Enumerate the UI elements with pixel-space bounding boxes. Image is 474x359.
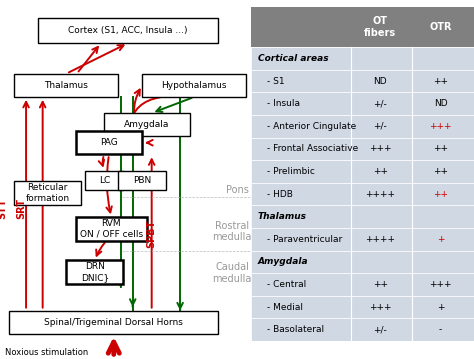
Text: +++: +++ [429, 280, 452, 289]
Text: PBN: PBN [133, 176, 151, 185]
Text: Thalamus: Thalamus [45, 81, 88, 90]
FancyBboxPatch shape [251, 7, 474, 47]
Text: +/-: +/- [374, 99, 387, 108]
FancyBboxPatch shape [142, 74, 246, 97]
Text: ND: ND [434, 99, 447, 108]
Text: - Basolateral: - Basolateral [267, 325, 324, 334]
Text: +/-: +/- [374, 122, 387, 131]
Text: Pons: Pons [226, 185, 248, 195]
FancyBboxPatch shape [14, 74, 118, 97]
Text: - Paraventricular: - Paraventricular [267, 235, 342, 244]
FancyBboxPatch shape [118, 171, 166, 190]
Text: - Anterior Cingulate: - Anterior Cingulate [267, 122, 356, 131]
Text: ++: ++ [433, 76, 448, 86]
Text: Hypothalamus: Hypothalamus [162, 81, 227, 90]
Text: +++: +++ [369, 303, 392, 312]
Text: - Insula: - Insula [267, 99, 300, 108]
Text: ++: ++ [433, 167, 448, 176]
Text: Cortex (S1, ACC, Insula ...): Cortex (S1, ACC, Insula ...) [68, 26, 188, 35]
Text: +: + [437, 303, 444, 312]
Text: SPBT: SPBT [146, 219, 157, 248]
Text: +: + [437, 235, 444, 244]
Text: - Central: - Central [267, 280, 306, 289]
FancyBboxPatch shape [76, 131, 142, 154]
FancyBboxPatch shape [251, 318, 474, 341]
Text: ++: ++ [373, 167, 388, 176]
Text: +++: +++ [429, 122, 452, 131]
FancyBboxPatch shape [251, 251, 474, 273]
FancyBboxPatch shape [251, 115, 474, 137]
Text: +/-: +/- [374, 325, 387, 334]
Text: ++: ++ [433, 144, 448, 153]
FancyBboxPatch shape [38, 18, 218, 43]
Text: LC: LC [99, 176, 110, 185]
Text: Reticular
formation: Reticular formation [25, 183, 70, 203]
Text: Amygdala: Amygdala [258, 257, 309, 266]
FancyBboxPatch shape [251, 137, 474, 160]
Text: ++: ++ [373, 280, 388, 289]
Text: OTR: OTR [429, 22, 452, 32]
Text: RVM
ON / OFF cells: RVM ON / OFF cells [80, 219, 143, 239]
FancyBboxPatch shape [85, 171, 123, 190]
Text: - S1: - S1 [267, 76, 284, 86]
FancyBboxPatch shape [251, 205, 474, 228]
Text: Amygdala: Amygdala [124, 120, 170, 129]
FancyBboxPatch shape [104, 113, 190, 136]
Text: Thalamus: Thalamus [258, 212, 307, 221]
Text: SRT: SRT [16, 198, 27, 219]
Text: Rostral
medulla: Rostral medulla [212, 221, 252, 242]
Text: ++++: ++++ [365, 190, 395, 199]
Text: ND: ND [374, 76, 387, 86]
Text: STT: STT [0, 198, 8, 219]
FancyBboxPatch shape [66, 260, 123, 284]
Text: +++: +++ [369, 144, 392, 153]
Text: ++: ++ [433, 190, 448, 199]
FancyBboxPatch shape [251, 93, 474, 115]
FancyBboxPatch shape [251, 273, 474, 296]
Text: ++++: ++++ [365, 235, 395, 244]
Text: - Medial: - Medial [267, 303, 303, 312]
Text: - Prelimbic: - Prelimbic [267, 167, 315, 176]
FancyBboxPatch shape [251, 296, 474, 318]
Text: - Frontal Associative: - Frontal Associative [267, 144, 358, 153]
FancyBboxPatch shape [9, 311, 218, 334]
Text: - HDB: - HDB [267, 190, 292, 199]
FancyBboxPatch shape [76, 217, 147, 241]
Text: Caudal
medulla: Caudal medulla [212, 262, 252, 284]
Text: -: - [439, 325, 442, 334]
Text: Spinal/Trigeminal Dorsal Horns: Spinal/Trigeminal Dorsal Horns [45, 318, 183, 327]
Text: Noxious stimulation: Noxious stimulation [5, 349, 88, 358]
Text: OT
fibers: OT fibers [365, 17, 396, 38]
FancyBboxPatch shape [251, 183, 474, 205]
Text: DRN
DNIC}: DRN DNIC} [81, 262, 109, 282]
Text: PAG: PAG [100, 138, 118, 147]
FancyBboxPatch shape [251, 70, 474, 93]
FancyBboxPatch shape [251, 228, 474, 251]
FancyBboxPatch shape [14, 181, 81, 205]
FancyBboxPatch shape [251, 47, 474, 70]
FancyBboxPatch shape [251, 160, 474, 183]
Text: Cortical areas: Cortical areas [258, 54, 328, 63]
